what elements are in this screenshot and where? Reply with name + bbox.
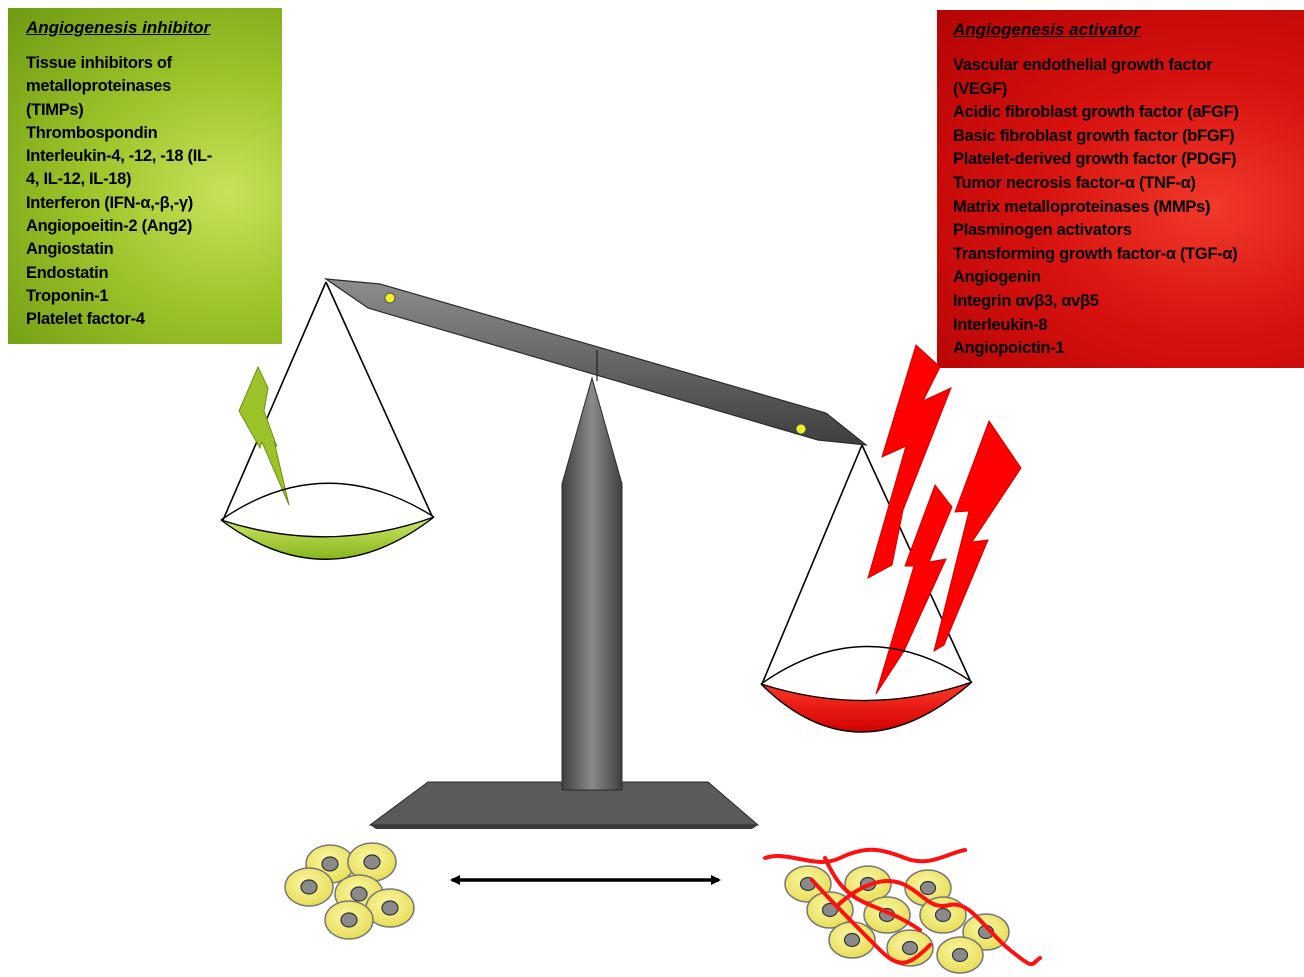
activator-item: Vascular endothelial growth factor	[953, 56, 1213, 74]
blood-vessels-icon	[763, 847, 1042, 967]
tumor-cells-icon	[784, 865, 1010, 974]
inhibitor-item: Interleukin-4, -12, -18 (IL-	[26, 147, 212, 166]
activator-item: Matrix metalloproteinases (MMPs)	[953, 197, 1211, 216]
normal-cells-icon	[284, 842, 415, 940]
inhibitor-item: Endostatin	[26, 263, 109, 282]
inhibitor-item: metalloproteinases	[26, 77, 171, 96]
inhibitor-item: Thrombospondin	[26, 123, 158, 142]
inhibitor-list: Tissue inhibitors of metalloproteinases …	[26, 52, 274, 332]
inhibitor-bolt-icon	[238, 365, 290, 506]
activator-item: Integrin αvβ3, αvβ5	[953, 291, 1099, 310]
inhibitor-item: Troponin-1	[26, 286, 109, 305]
activator-item: Basic fibroblast growth factor (bFGF)	[953, 126, 1235, 145]
inhibitor-item: Platelet factor-4	[26, 310, 145, 329]
inhibitor-item: 4, IL-12, IL-18)	[26, 170, 132, 189]
activator-item: Angiogenin	[953, 268, 1041, 287]
inhibitor-title: Angiogenesis inhibitor	[26, 18, 211, 37]
left-pan	[220, 482, 435, 560]
activator-bolts-icon	[867, 344, 1022, 695]
inhibitor-item: Angiopoeitin-2 (Ang2)	[26, 217, 193, 236]
activator-panel: Angiogenesis activator Vascular endothel…	[937, 10, 1304, 368]
inhibitor-panel: Angiogenesis inhibitor Tissue inhibitors…	[8, 8, 282, 344]
inhibitor-item: Interferon (IFN-α,-β,-γ)	[26, 193, 194, 212]
left-pan-strings	[222, 281, 433, 521]
activator-item: Transforming growth factor-α (TGF-α)	[953, 244, 1238, 263]
inhibitor-item: (TIMPs)	[26, 100, 84, 119]
scale-beam	[323, 278, 868, 446]
inhibitor-item: Tissue inhibitors of	[26, 54, 172, 72]
inhibitor-item: Angiostatin	[26, 240, 114, 259]
scale-pillar	[561, 376, 623, 791]
activator-list: Vascular endothelial growth factor (VEGF…	[953, 54, 1296, 361]
activator-title: Angiogenesis activator	[953, 20, 1141, 39]
activator-item: Interleukin-8	[953, 315, 1048, 334]
activator-item: Plasminogen activators	[953, 221, 1132, 240]
right-pan	[760, 645, 973, 733]
activator-item: Platelet-derived growth factor (PDGF)	[953, 150, 1237, 169]
scale-base	[368, 781, 760, 829]
activator-item: Acidic fibroblast growth factor (aFGF)	[953, 103, 1239, 122]
activator-item: Tumor necrosis factor-α (TNF-α)	[953, 173, 1196, 192]
activator-item: Angiopoictin-1	[953, 339, 1065, 358]
activator-item: (VEGF)	[953, 79, 1008, 98]
